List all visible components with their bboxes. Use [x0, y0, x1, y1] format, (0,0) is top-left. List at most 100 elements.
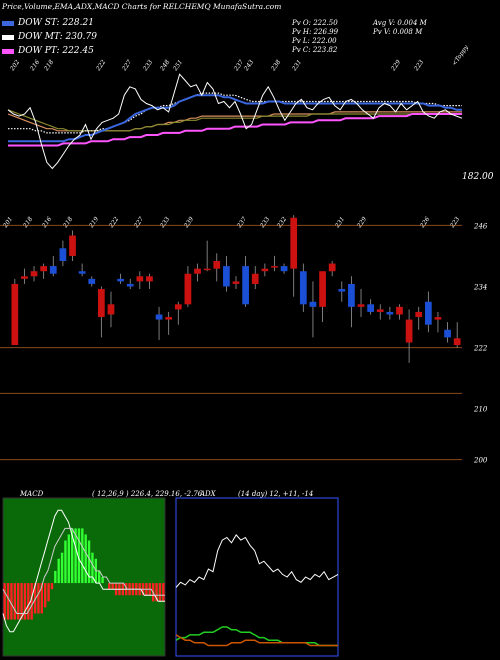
ema-series-price — [7, 73, 463, 170]
legend-swatch — [2, 34, 14, 40]
candle-body — [290, 217, 298, 269]
candle-body — [367, 304, 375, 312]
candle-body — [338, 289, 346, 292]
macd-panel-bg — [2, 497, 166, 657]
candle-body — [415, 311, 423, 318]
candle-body — [213, 261, 221, 269]
price-x-tick-label: 226 — [418, 216, 431, 230]
adx-series-adx — [175, 534, 339, 588]
candle-body — [434, 317, 442, 320]
ema-x-tick-label: 238 — [269, 59, 282, 73]
candle-body — [30, 271, 38, 277]
price-x-tick-label: 227 — [132, 216, 145, 230]
macd-histogram-bar — [13, 583, 16, 620]
adx-series-plus_di — [175, 626, 338, 647]
candle-body — [405, 319, 413, 343]
legend-item: DOW PT: 222.45 — [2, 45, 94, 57]
candle-body — [107, 304, 115, 315]
ema-y-tick-label: 182.00 — [462, 172, 494, 182]
legend-label: DOW PT: 222.45 — [18, 46, 94, 56]
chart-title: Price,Volume,EMA,ADX,MACD Charts for REL… — [2, 2, 282, 11]
macd-series-signal — [2, 527, 165, 614]
adx-panel-bg — [175, 497, 339, 657]
legend-label: DOW MT: 230.79 — [18, 32, 97, 42]
stats-pv-close: Pv C: 223.82 — [292, 46, 338, 54]
ema-x-tick-label: 218 — [42, 59, 55, 73]
macd-histogram-bar — [84, 534, 87, 584]
macd-histogram-bar — [50, 583, 54, 590]
macd-histogram-bar — [6, 583, 10, 620]
legend-swatch — [2, 20, 14, 26]
legend-item: DOW ST: 228.21 — [2, 17, 94, 29]
candle-body — [271, 266, 278, 268]
macd-histogram-bar — [67, 534, 70, 584]
macd-histogram-bar — [23, 583, 27, 620]
ema-x-tick-label: 202 — [8, 59, 21, 73]
ema-x-tick-label: 216 — [28, 59, 41, 73]
candle-body — [40, 266, 48, 272]
candle-body — [261, 268, 269, 272]
price-x-tick-label: 222 — [107, 216, 120, 230]
candle-body — [88, 278, 96, 284]
candle-body — [453, 338, 461, 346]
price-y-tick-label: 200 — [473, 457, 488, 465]
price-y-tick-label: 210 — [473, 406, 488, 414]
price-x-tick-label: 237 — [235, 216, 248, 230]
macd-histogram-bar — [47, 583, 50, 602]
macd-histogram-bar — [3, 583, 6, 620]
candle-body — [69, 235, 76, 256]
price-x-tick-label: 232 — [275, 216, 288, 230]
macd-histogram-bar — [44, 583, 47, 608]
macd-histogram-bar — [111, 583, 114, 590]
ema-series-sma_olive — [7, 109, 462, 132]
candle-body — [280, 266, 288, 272]
ema-x-tick-label: 231 — [290, 59, 303, 73]
macd-histogram-bar — [57, 558, 60, 584]
candle-body — [49, 266, 57, 274]
ema-x-tick-label: 223 — [412, 59, 425, 73]
candle-body — [59, 248, 67, 262]
macd-histogram-bar — [162, 583, 165, 602]
candle-body — [155, 314, 163, 320]
ema-x-tick-label: <Toppy — [451, 44, 470, 68]
candle-body — [319, 271, 326, 307]
candle-body — [11, 283, 19, 346]
price-x-tick-label: 218 — [61, 216, 74, 230]
candle-body — [165, 317, 173, 320]
candle-body — [174, 304, 182, 310]
price-x-tick-label: 233 — [158, 216, 171, 230]
candle-body — [328, 263, 336, 272]
ema-series-ema_blue — [8, 94, 462, 143]
macd-histogram-bar — [71, 528, 74, 584]
macd-histogram-bar — [33, 583, 37, 614]
macd-histogram-bar — [155, 583, 158, 602]
macd-histogram-bar — [40, 583, 43, 614]
macd-histogram-bar — [27, 583, 30, 620]
candle-body — [146, 276, 153, 282]
macd-histogram-bar — [91, 552, 94, 584]
ema-x-tick-label: 229 — [389, 59, 402, 73]
candle-body — [117, 278, 124, 282]
candle-body — [21, 276, 28, 279]
price-x-tick-label: 233 — [258, 216, 271, 230]
price-x-tick-label: 229 — [355, 216, 368, 230]
candle-body — [376, 309, 384, 312]
macd-histogram-bar — [74, 528, 77, 584]
candle-body — [396, 306, 403, 315]
legend-item: DOW MT: 230.79 — [2, 31, 97, 43]
macd-histogram-bar — [81, 528, 84, 584]
candle-body — [203, 268, 211, 271]
macd-histogram-bar — [30, 583, 33, 620]
macd-histogram-bar — [54, 570, 57, 584]
price-x-tick-label: 201 — [1, 216, 14, 230]
macd-histogram-bar — [87, 540, 91, 584]
stats-pv-open: Pv O: 222.50 — [292, 19, 338, 27]
macd-histogram-bar — [20, 583, 23, 620]
legend-label: DOW ST: 228.21 — [18, 18, 94, 28]
macd-histogram-bar — [17, 583, 20, 620]
macd-histogram-bar — [60, 552, 64, 584]
candle-body — [386, 311, 394, 315]
candle-body — [357, 304, 365, 307]
candle-body — [232, 281, 240, 284]
